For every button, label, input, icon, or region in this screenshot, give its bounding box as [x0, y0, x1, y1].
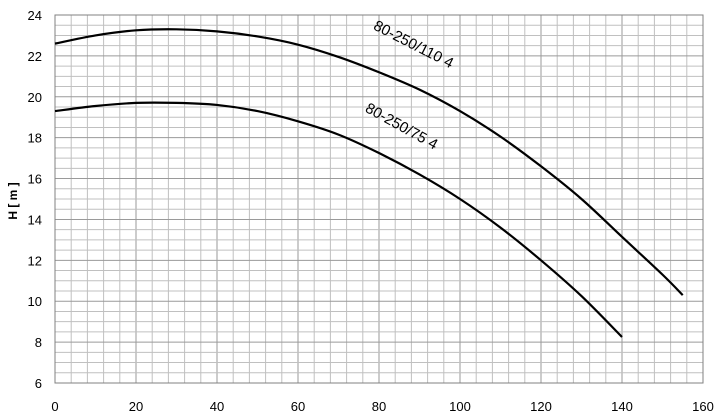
y-tick-label: 12	[28, 253, 42, 268]
plot-frame	[54, 14, 704, 384]
x-tick-label: 60	[291, 399, 305, 414]
y-tick-label: 10	[28, 294, 42, 309]
y-tick-label: 8	[35, 335, 42, 350]
y-axis-title: H [ m ]	[6, 182, 20, 219]
y-tick-label: 14	[28, 212, 42, 227]
x-tick-label: 120	[530, 399, 552, 414]
x-tick-label: 160	[692, 399, 714, 414]
x-tick-label: 80	[372, 399, 386, 414]
y-tick-labels: 6 8 10 12 14 16 18 20 22 24	[28, 8, 42, 391]
x-tick-label: 0	[51, 399, 58, 414]
y-tick-label: 16	[28, 172, 42, 187]
y-tick-label: 22	[28, 49, 42, 64]
x-tick-label: 140	[611, 399, 633, 414]
y-tick-label: 6	[35, 376, 42, 391]
x-tick-label: 20	[129, 399, 143, 414]
grid-lines	[54, 14, 704, 384]
x-tick-labels: 0 20 40 60 80 100 120 140 160	[51, 399, 713, 414]
series-label: 80-250/75 4	[362, 100, 440, 154]
series-line	[54, 28, 684, 296]
y-tick-label: 20	[28, 90, 42, 105]
series-curves	[54, 28, 684, 338]
x-tick-label: 40	[210, 399, 224, 414]
x-tick-label: 100	[449, 399, 471, 414]
y-tick-label: 24	[28, 8, 42, 23]
y-tick-label: 18	[28, 131, 42, 146]
series-line	[54, 101, 623, 338]
